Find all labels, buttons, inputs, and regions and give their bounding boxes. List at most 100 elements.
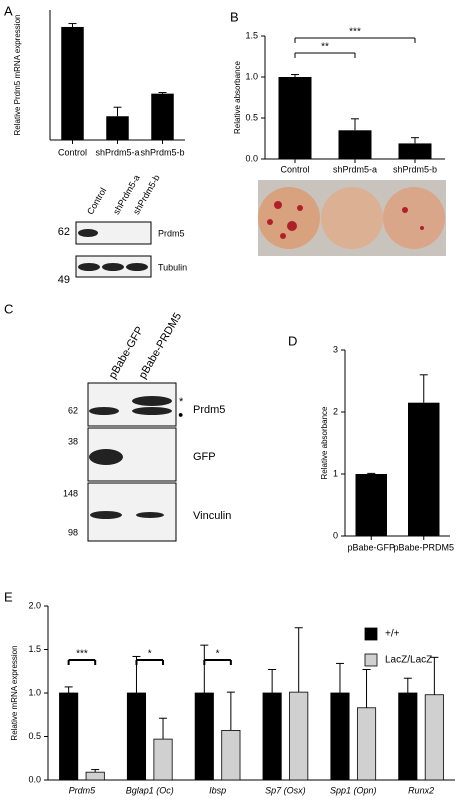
y-tick-label: 2 [333, 406, 338, 416]
marker: 62 [58, 226, 70, 238]
y-tick-label: 0 [333, 530, 338, 540]
panel-label: C [4, 301, 13, 316]
symbol: * [179, 396, 184, 408]
x-tick-label: Bglap1 (Oc) [126, 785, 174, 795]
spot [287, 221, 297, 231]
error-bar [68, 23, 77, 27]
band [90, 511, 122, 519]
sig-label: * [148, 649, 152, 660]
sig-label: * [216, 649, 220, 660]
error-bar [268, 669, 277, 693]
x-tick-label: Control [280, 164, 309, 174]
y-tick-label: 0.0 [28, 774, 41, 784]
band [126, 263, 148, 271]
x-tick-label: Control [58, 147, 87, 157]
band [78, 229, 98, 237]
blot-c: pBabe-GFP pBabe-PRDM5 62 38 148 98 * ● P… [63, 311, 231, 542]
bar [338, 130, 372, 159]
error-bar [158, 92, 167, 94]
error-bar [335, 662, 344, 693]
marker: 98 [68, 527, 78, 537]
y-tick-label: 1.0 [28, 687, 41, 697]
x-tick-label: pBabe-GFP [347, 542, 395, 552]
y-tick-label: 0.5 [245, 112, 258, 122]
panel-label: E [4, 589, 13, 604]
lane-label: pBabe-PRDM5 [137, 311, 184, 381]
band-label: Tubulin [158, 262, 187, 272]
bar [151, 93, 174, 140]
marker: 148 [63, 488, 78, 498]
y-tick-label: 0.5 [28, 731, 41, 741]
band-label: Prdm5 [193, 404, 225, 416]
error-bar [200, 644, 209, 693]
error-bar [113, 106, 122, 117]
bar [61, 26, 84, 141]
bar [194, 692, 214, 781]
bar [221, 730, 241, 781]
y-tick-label: 1 [333, 468, 338, 478]
band [132, 407, 172, 415]
y-tick-label: 1.5 [245, 30, 258, 40]
legend-swatch [364, 627, 378, 641]
panel-label: A [4, 3, 13, 18]
error-bar [159, 717, 168, 740]
error-bar [91, 769, 100, 773]
y-axis-label: Relative absorbance [320, 406, 329, 479]
spot [267, 219, 273, 225]
x-tick-label: Spp1 (Opn) [330, 785, 377, 795]
y-tick-label: 3 [333, 344, 338, 354]
bar [289, 691, 309, 781]
well [383, 187, 445, 249]
error-bar [294, 627, 303, 693]
well-image [258, 180, 446, 256]
marker: 62 [68, 405, 78, 415]
bar [262, 692, 282, 781]
legend-swatch [364, 653, 378, 667]
error-bar [351, 118, 359, 131]
legend-label: +/+ [385, 629, 400, 640]
sig-label: ** [321, 42, 329, 53]
bar [85, 771, 105, 781]
error-bar [226, 691, 235, 731]
panel-label: D [288, 333, 297, 348]
error-bar [419, 374, 428, 403]
band [136, 512, 164, 518]
bar [126, 692, 147, 781]
legend-label: LacZ/LacZ [385, 655, 432, 666]
y-tick-label: 1.0 [245, 71, 258, 81]
x-tick-label: shPrdm5-a [333, 164, 377, 174]
x-tick-label: shPrdm5-b [393, 164, 437, 174]
error-bar [411, 137, 419, 144]
x-tick-label: shPrdm5-a [95, 147, 139, 157]
spot [297, 205, 303, 211]
error-bar [403, 677, 412, 693]
error-bar [291, 74, 299, 77]
well [321, 187, 383, 249]
y-tick-label: 0.0 [245, 153, 258, 163]
y-tick-label: 2.0 [28, 600, 41, 610]
x-tick-label: Runx2 [408, 785, 434, 795]
y-axis-label: Relative absorbance [233, 60, 242, 133]
x-tick-label: Ibsp [209, 785, 226, 795]
y-axis-label: Relative mRNA expression [10, 645, 19, 740]
band [102, 263, 124, 271]
marker: 49 [58, 274, 70, 286]
x-tick-label: Sp7 (Osx) [265, 785, 306, 795]
bar [278, 77, 312, 159]
x-tick-label: shPrdm5-b [140, 147, 184, 157]
error-bar [64, 686, 73, 693]
bar [398, 143, 432, 159]
band-label: Prdm5 [158, 228, 185, 238]
x-tick-label: Prdm5 [69, 785, 97, 795]
bar [153, 738, 173, 781]
error-bar [430, 656, 439, 695]
spot [274, 201, 282, 209]
panel-label: B [230, 9, 239, 24]
bar [408, 402, 440, 536]
sig-label: *** [349, 27, 361, 38]
blot-strip [75, 221, 152, 245]
well [258, 187, 320, 249]
band [89, 407, 119, 415]
spot [280, 233, 286, 239]
